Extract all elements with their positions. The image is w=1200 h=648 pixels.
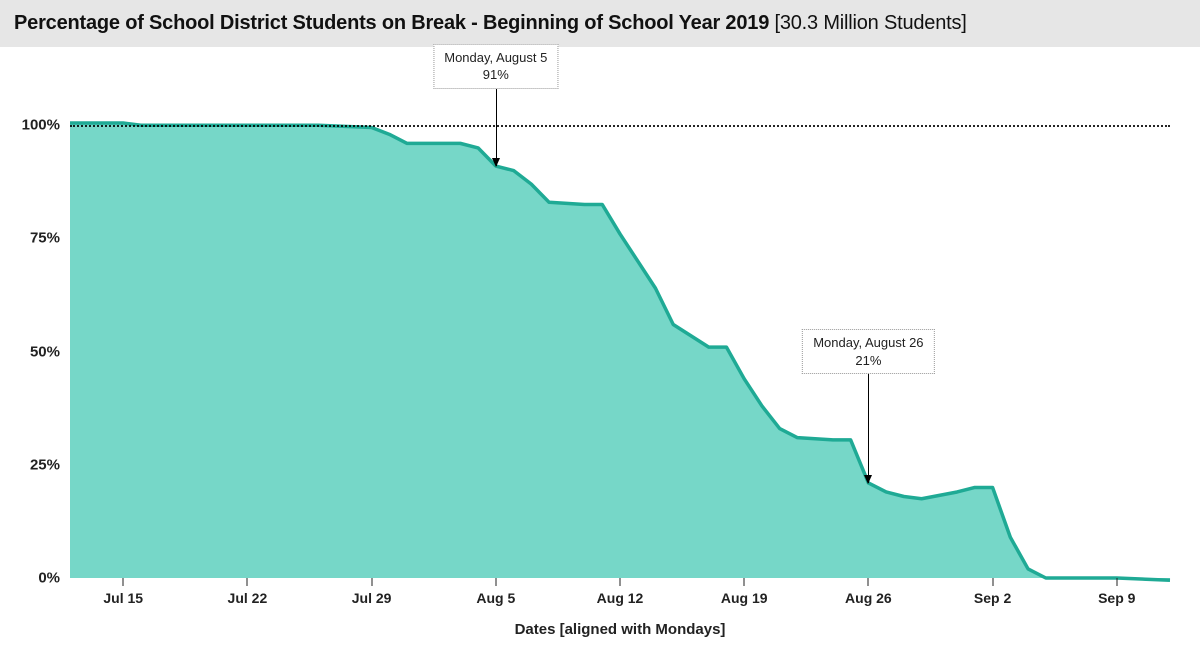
y-tick-label: 25%	[30, 456, 60, 473]
reference-line	[70, 125, 1170, 127]
x-tick-label: Aug 5	[476, 590, 515, 606]
y-tick-label: 0%	[38, 570, 60, 587]
y-tick-label: 75%	[30, 230, 60, 247]
x-tick-label: Jul 22	[228, 590, 268, 606]
title-main: Percentage of School District Students o…	[14, 12, 769, 34]
area-chart-svg	[70, 80, 1170, 578]
plot-area: Monday, August 591%Monday, August 2621%	[70, 80, 1170, 578]
x-tick-mark	[992, 578, 993, 586]
x-tick-label: Aug 26	[845, 590, 892, 606]
callout-arrow	[496, 89, 497, 166]
x-tick-label: Jul 29	[352, 590, 392, 606]
x-tick-mark	[495, 578, 496, 586]
callout-line1: Monday, August 5	[444, 49, 547, 67]
x-axis: Dates [aligned with Mondays] Jul 15 Jul 2…	[70, 578, 1170, 648]
title-suffix: [30.3 Million Students]	[774, 12, 966, 34]
y-tick-label: 100%	[22, 117, 60, 134]
x-tick-label: Jul 15	[103, 590, 143, 606]
y-tick-label: 50%	[30, 343, 60, 360]
callout-box: Monday, August 591%	[433, 44, 558, 89]
x-tick-label: Aug 12	[597, 590, 644, 606]
chart-title: Percentage of School District Students o…	[0, 0, 1200, 47]
x-tick-mark	[868, 578, 869, 586]
x-tick-mark	[371, 578, 372, 586]
callout-line2: 91%	[444, 66, 547, 84]
callout-line1: Monday, August 26	[813, 334, 923, 352]
x-tick-label: Sep 9	[1098, 590, 1135, 606]
x-tick-label: Aug 19	[721, 590, 768, 606]
x-tick-mark	[744, 578, 745, 586]
area-fill	[70, 123, 1170, 580]
x-tick-mark	[620, 578, 621, 586]
x-axis-label: Dates [aligned with Mondays]	[70, 621, 1170, 638]
x-tick-mark	[247, 578, 248, 586]
chart-container: 0%25%50%75%100% Monday, August 591%Monda…	[0, 50, 1200, 648]
callout-line2: 21%	[813, 352, 923, 370]
x-tick-label: Sep 2	[974, 590, 1011, 606]
x-tick-mark	[1116, 578, 1117, 586]
x-tick-mark	[123, 578, 124, 586]
callout-box: Monday, August 2621%	[802, 329, 934, 374]
callout-arrow	[868, 374, 869, 483]
y-axis: 0%25%50%75%100%	[0, 80, 70, 578]
